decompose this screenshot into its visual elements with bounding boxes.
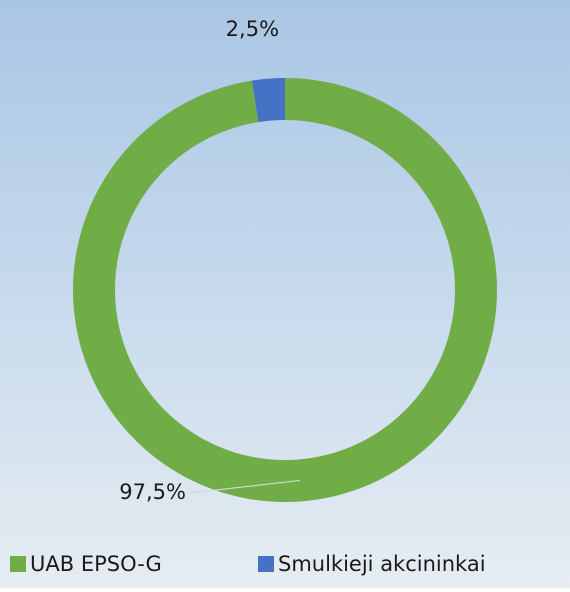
legend-label: Smulkieji akcininkai [278,552,486,576]
donut-slice [72,78,497,502]
legend-swatch [258,556,274,572]
leader-line [189,479,301,494]
legend-label: UAB EPSO-G [30,552,162,576]
data-label: 2,5% [226,17,279,41]
legend-swatch [10,556,26,572]
data-label: 97,5% [119,480,186,504]
donut-slice [251,78,285,123]
